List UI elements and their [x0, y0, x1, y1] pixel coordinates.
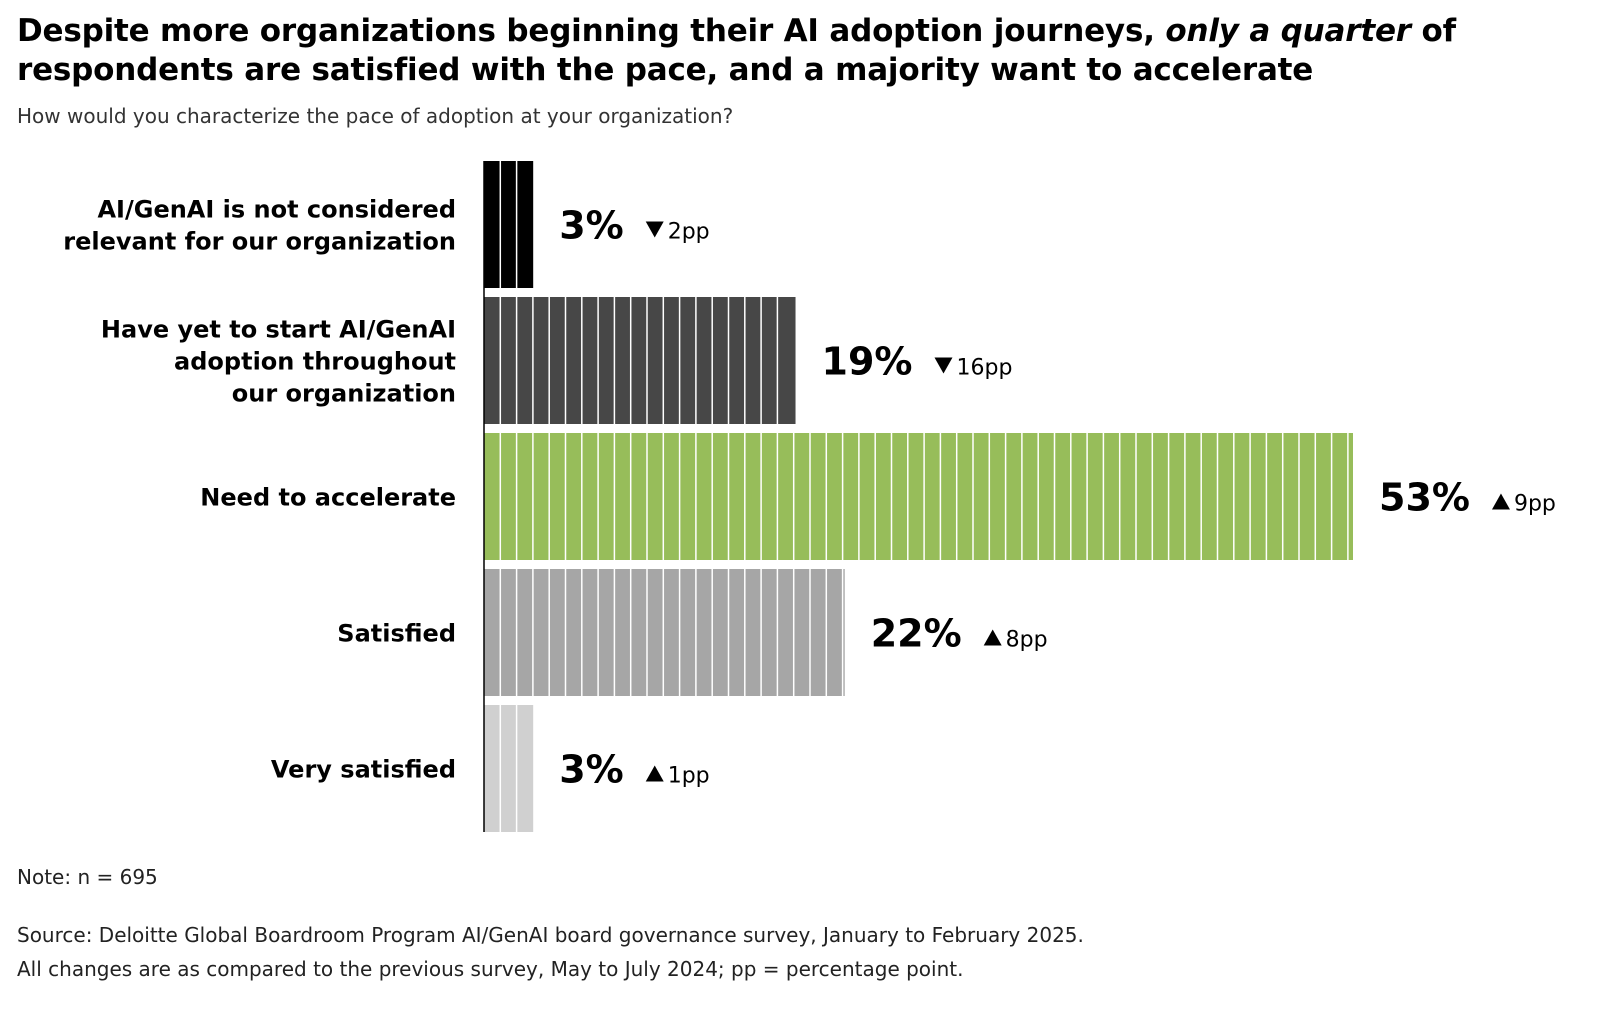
change-up-icon-2 [1491, 493, 1510, 510]
bar-0 [484, 161, 534, 288]
change-label-0: 2pp [668, 220, 710, 245]
change-label-3: 8pp [1006, 628, 1048, 653]
category-label-3: Satisfied [337, 620, 456, 648]
chart-title: Despite more organizations beginning the… [17, 12, 1577, 90]
category-label-1: Have yet to start AI/GenAI adoption throu… [101, 316, 456, 408]
category-label-2: Need to accelerate [200, 484, 456, 512]
bar-chart: AI/GenAI is not considered relevant for o… [63, 161, 1556, 832]
note: Note: n = 695 [17, 865, 158, 889]
source-line-1: Source: Deloitte Global Boardroom Progra… [17, 923, 1084, 947]
change-down-icon-1 [934, 357, 953, 374]
labels-layer: AI/GenAI is not considered relevant for o… [63, 196, 1556, 792]
title-part-1: Despite more organizations beginning the… [17, 13, 1166, 49]
change-label-4: 1pp [668, 764, 710, 789]
bar-stripes-4 [499, 705, 518, 832]
title-emphasis: only a quarter [1165, 13, 1411, 49]
bar-2 [484, 433, 1353, 560]
change-down-icon-0 [645, 221, 664, 238]
source-line-2: All changes are as compared to the previ… [17, 957, 964, 981]
bar-1 [484, 297, 796, 424]
category-label-0: AI/GenAI is not considered relevant for o… [63, 196, 456, 256]
bar-stripes-1 [499, 297, 779, 424]
chart-subtitle: How would you characterize the pace of a… [17, 104, 734, 128]
bar-3 [484, 569, 845, 696]
change-label-2: 9pp [1514, 492, 1556, 517]
value-label-0: 3% [559, 204, 624, 248]
value-label-3: 22% [871, 612, 962, 656]
value-label-2: 53% [1379, 476, 1470, 520]
bar-stripes-3 [499, 569, 844, 696]
change-up-icon-4 [645, 765, 664, 782]
source-notes: Source: Deloitte Global Boardroom Progra… [17, 918, 1084, 986]
bar-stripes-0 [499, 161, 518, 288]
title-part-2: of respondents are satisfied with the pa… [17, 13, 1456, 88]
category-label-4: Very satisfied [271, 756, 456, 784]
change-label-1: 16pp [956, 356, 1012, 381]
value-label-4: 3% [559, 748, 624, 792]
value-label-1: 19% [822, 340, 913, 384]
change-up-icon-3 [983, 629, 1002, 646]
bars-layer [484, 161, 1353, 832]
bar-stripes-2 [499, 433, 1349, 560]
bar-4 [484, 705, 534, 832]
